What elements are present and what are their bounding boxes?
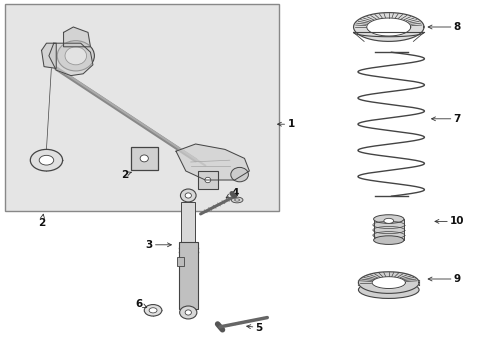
Ellipse shape	[383, 218, 393, 223]
Ellipse shape	[179, 306, 197, 319]
Ellipse shape	[185, 193, 191, 198]
Polygon shape	[353, 13, 423, 41]
Ellipse shape	[234, 199, 239, 201]
Text: 2: 2	[121, 170, 131, 180]
Ellipse shape	[144, 305, 162, 316]
Ellipse shape	[230, 167, 248, 182]
FancyBboxPatch shape	[179, 242, 197, 309]
FancyBboxPatch shape	[198, 171, 217, 189]
Polygon shape	[371, 277, 405, 288]
Ellipse shape	[57, 41, 94, 71]
Ellipse shape	[373, 215, 403, 223]
Bar	[5, 4, 278, 211]
Polygon shape	[366, 18, 410, 36]
Ellipse shape	[140, 155, 148, 162]
Ellipse shape	[39, 155, 54, 165]
Ellipse shape	[149, 308, 157, 313]
Ellipse shape	[231, 197, 243, 203]
Ellipse shape	[30, 149, 62, 171]
Polygon shape	[49, 43, 93, 76]
Ellipse shape	[373, 236, 403, 244]
Text: 2: 2	[38, 214, 45, 228]
Text: 8: 8	[427, 22, 460, 32]
Polygon shape	[63, 27, 90, 47]
FancyBboxPatch shape	[373, 219, 403, 240]
Text: 6: 6	[136, 299, 146, 309]
Text: 9: 9	[427, 274, 460, 284]
Text: 5: 5	[246, 323, 262, 333]
Ellipse shape	[185, 310, 191, 315]
Polygon shape	[41, 43, 56, 68]
Text: 4: 4	[225, 188, 238, 198]
Ellipse shape	[180, 189, 196, 202]
Text: 1: 1	[277, 119, 294, 129]
FancyBboxPatch shape	[176, 257, 183, 266]
FancyBboxPatch shape	[130, 147, 158, 170]
Ellipse shape	[358, 281, 418, 298]
Polygon shape	[176, 144, 249, 180]
Text: 7: 7	[431, 114, 460, 124]
Ellipse shape	[65, 47, 86, 65]
Ellipse shape	[204, 177, 210, 183]
Text: 10: 10	[434, 216, 464, 226]
Text: 3: 3	[145, 240, 171, 250]
FancyBboxPatch shape	[181, 202, 195, 245]
Polygon shape	[358, 272, 418, 293]
